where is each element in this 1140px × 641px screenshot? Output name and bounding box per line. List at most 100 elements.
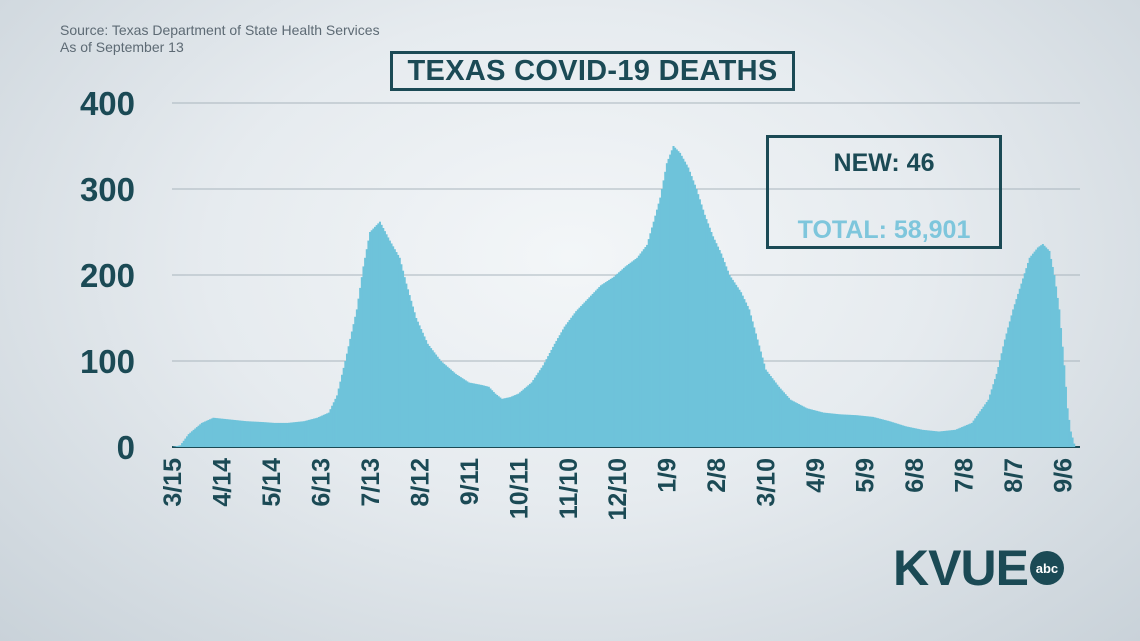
bar [331, 405, 334, 447]
bar [700, 204, 703, 447]
bar [692, 180, 695, 447]
bar [914, 428, 917, 447]
bar [359, 287, 362, 447]
bar [438, 358, 441, 447]
bar [817, 411, 820, 447]
bar [499, 397, 502, 447]
bar [647, 239, 650, 447]
bar [684, 161, 687, 448]
bar [456, 374, 459, 447]
bar [858, 415, 861, 447]
source-note: Source: Texas Department of State Health… [60, 22, 380, 56]
bar [317, 417, 320, 447]
bar [392, 246, 395, 447]
bar [402, 270, 405, 447]
bar [408, 295, 411, 447]
bar [911, 427, 914, 447]
x-tick-label: 1/9 [654, 458, 682, 493]
bar [718, 250, 721, 447]
bar [273, 422, 276, 447]
bar [900, 424, 903, 447]
bar [965, 424, 969, 447]
bar [1005, 333, 1008, 447]
bar [908, 427, 911, 447]
bar [276, 422, 279, 447]
bar [842, 414, 845, 447]
bar [385, 234, 388, 447]
bar [764, 369, 767, 447]
bar [990, 389, 993, 447]
y-tick-label: 200 [80, 257, 135, 294]
bar [583, 302, 586, 447]
bar [484, 385, 487, 447]
bar [406, 289, 410, 447]
bar [1045, 247, 1048, 447]
bar [703, 214, 706, 447]
bar [834, 413, 837, 447]
bar [578, 307, 581, 447]
bar [812, 410, 815, 447]
bar [479, 384, 482, 447]
bar [1022, 278, 1025, 447]
bar [769, 376, 772, 447]
bar [918, 429, 921, 447]
bar [453, 372, 456, 447]
bar [642, 249, 645, 447]
bar [466, 381, 469, 447]
bar [202, 422, 205, 447]
bar [543, 362, 546, 447]
bar [540, 367, 543, 447]
bar [439, 361, 443, 447]
bar [545, 359, 548, 447]
bar [921, 429, 924, 447]
bar [576, 309, 579, 447]
bar [702, 209, 705, 447]
bar [698, 199, 701, 447]
bar [810, 409, 814, 447]
bar [344, 361, 347, 447]
bar [520, 390, 523, 447]
bar [527, 385, 530, 447]
bar [354, 316, 357, 447]
bar [781, 390, 784, 447]
bar [220, 418, 223, 447]
bar [306, 420, 309, 447]
bar [1071, 437, 1074, 447]
bar [197, 425, 200, 447]
abc-badge: abc [1029, 551, 1064, 585]
bar [566, 322, 569, 447]
bar [845, 414, 848, 447]
bar [375, 225, 378, 447]
bar [405, 283, 408, 447]
bar [454, 373, 457, 447]
bar [967, 424, 970, 447]
bar [235, 420, 238, 447]
bar [613, 276, 616, 447]
bar [393, 249, 396, 447]
bar [232, 419, 235, 447]
bar [337, 388, 340, 447]
bar [1003, 339, 1006, 447]
bar [510, 396, 513, 447]
bar [776, 384, 779, 447]
bar [390, 243, 393, 447]
bar [867, 416, 870, 447]
bar [339, 381, 342, 447]
bar [959, 427, 962, 447]
bar [995, 373, 998, 447]
bar [944, 430, 947, 447]
bar [820, 412, 823, 447]
bar [400, 264, 403, 447]
kvue-logo: KVUE abc [893, 543, 1064, 593]
bar [824, 412, 827, 447]
bar [906, 426, 909, 447]
bar [177, 445, 180, 447]
bar [245, 421, 248, 447]
bar [618, 272, 621, 447]
bar [878, 418, 881, 447]
bar [754, 333, 757, 447]
bar [270, 422, 273, 447]
bar [926, 430, 929, 447]
bar [420, 329, 423, 447]
bar [606, 281, 609, 447]
